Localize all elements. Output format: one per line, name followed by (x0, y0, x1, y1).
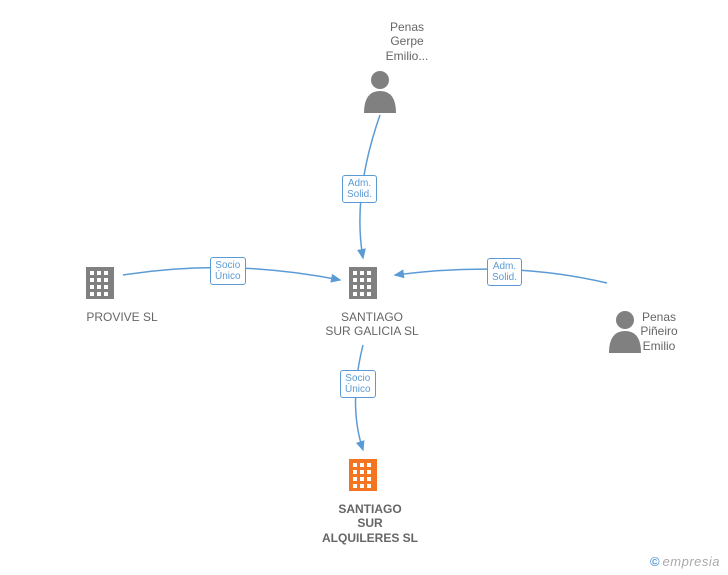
edge-label-line: Único (345, 384, 371, 395)
edge-label-line: Socio (215, 260, 241, 271)
edge-label-line: Solid. (492, 272, 517, 283)
edge-label: SocioÚnico (340, 370, 376, 398)
node-santiago_sur_alquileres[interactable]: SANTIAGOSURALQUILERES SL (320, 502, 420, 545)
edge-label-line: Solid. (347, 189, 372, 200)
edge-label-line: Adm. (347, 178, 372, 189)
node-label-line: Gerpe (357, 34, 457, 48)
edge-label: Adm.Solid. (342, 175, 377, 203)
watermark-text: empresia (663, 554, 720, 569)
node-label-line: Emilio (609, 339, 709, 353)
building-icon (349, 267, 377, 299)
edge-label: SocioÚnico (210, 257, 246, 285)
node-penas_gerpe[interactable]: PenasGerpeEmilio... (357, 20, 457, 63)
edge-label-line: Adm. (492, 261, 517, 272)
node-label-line: Penas (357, 20, 457, 34)
edge-label-line: Socio (345, 373, 371, 384)
node-santiago_sur_galicia[interactable]: SANTIAGOSUR GALICIA SL (322, 310, 422, 339)
node-label-line: SANTIAGO (322, 310, 422, 324)
watermark: ©empresia (650, 554, 720, 569)
edge-label-line: Único (215, 271, 241, 282)
node-label-line: SANTIAGO (320, 502, 420, 516)
copyright-symbol: © (650, 554, 660, 569)
building-icon (86, 267, 114, 299)
node-label-line: Piñeiro (609, 324, 709, 338)
node-provive[interactable]: PROVIVE SL (72, 310, 172, 324)
node-label-line: Penas (609, 310, 709, 324)
person-icon (364, 71, 396, 113)
building-icon (349, 459, 377, 491)
node-label-line: Emilio... (357, 49, 457, 63)
node-penas_pineiro[interactable]: PenasPiñeiroEmilio (609, 310, 709, 353)
node-label-line: PROVIVE SL (72, 310, 172, 324)
diagram-canvas (0, 0, 728, 575)
node-label-line: ALQUILERES SL (320, 531, 420, 545)
node-label-line: SUR (320, 516, 420, 530)
edge-label: Adm.Solid. (487, 258, 522, 286)
node-label-line: SUR GALICIA SL (322, 324, 422, 338)
